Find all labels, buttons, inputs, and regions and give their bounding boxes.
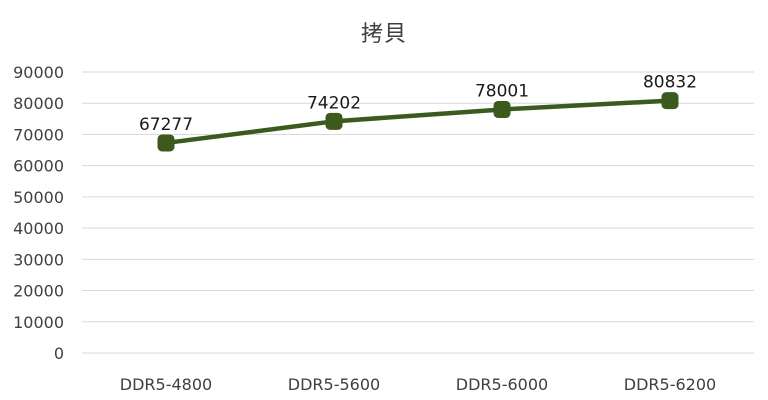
- data-point-marker: [325, 112, 343, 130]
- data-point-marker: [157, 134, 175, 152]
- x-tick-label: DDR5-6200: [624, 375, 716, 394]
- y-tick-label: 80000: [13, 94, 64, 113]
- data-label: 74202: [307, 93, 361, 113]
- data-label: 80832: [643, 73, 697, 93]
- series-line: [163, 98, 673, 146]
- y-tick-label: 30000: [13, 250, 64, 269]
- y-tick-label: 10000: [13, 313, 64, 332]
- data-label: 67277: [139, 115, 193, 135]
- y-tick-label: 20000: [13, 282, 64, 301]
- y-tick-label: 50000: [13, 188, 64, 207]
- y-tick-label: 60000: [13, 157, 64, 176]
- chart-title: 拷貝: [360, 22, 407, 47]
- y-tick-label: 90000: [13, 63, 64, 82]
- data-point-marker: [493, 100, 511, 118]
- data-point-marker: [661, 92, 679, 110]
- data-label: 78001: [475, 81, 529, 101]
- x-tick-label: DDR5-6000: [456, 375, 548, 394]
- x-tick-label: DDR5-5600: [288, 375, 380, 394]
- y-tick-label: 70000: [13, 125, 64, 144]
- y-tick-label: 40000: [13, 219, 64, 238]
- x-tick-label: DDR5-4800: [120, 375, 212, 394]
- y-tick-label: 0: [54, 344, 64, 363]
